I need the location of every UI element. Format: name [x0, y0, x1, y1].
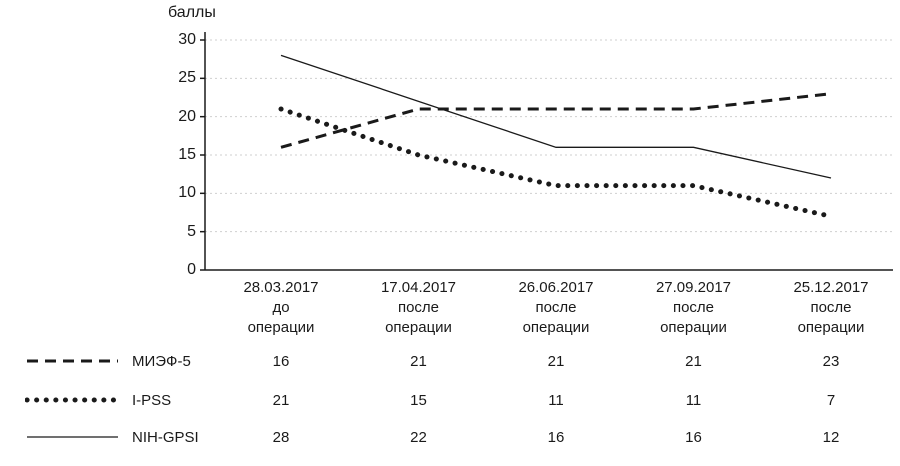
x-category-line: после	[535, 299, 577, 316]
x-category-line: 25.12.2017	[793, 279, 869, 296]
series-line-I-PSS	[278, 106, 834, 219]
y-axis-title: баллы	[168, 4, 216, 21]
x-category-line: 28.03.2017	[243, 279, 319, 296]
x-category-label: 26.06.2017 после операции	[488, 278, 624, 338]
y-tick-label: 15	[178, 146, 196, 163]
legend-row-NIH-GPSI: NIH-GPSI	[25, 428, 199, 446]
table-value-NIH-GPSI: 22	[410, 429, 427, 446]
y-tick-label: 0	[187, 261, 196, 278]
x-category-label: 25.12.2017 после операции	[763, 278, 899, 338]
x-category-line: до	[272, 299, 290, 316]
y-tick-label: 25	[178, 69, 196, 87]
y-tick-label: 30	[178, 31, 196, 48]
x-category-line: операции	[522, 319, 590, 336]
x-category-line: после	[672, 299, 715, 316]
legend-line-sample-solid-icon	[27, 436, 118, 438]
x-category-line: 26.06.2017	[518, 279, 594, 296]
y-tick-label: 10	[178, 184, 196, 202]
legend-row-I-PSS: I-PSS	[25, 391, 171, 409]
y-tick-label: 20	[178, 107, 196, 125]
x-category-line: операции	[660, 319, 727, 336]
x-category-line: операции	[385, 319, 452, 336]
table-value-МИЭФ-5: 21	[410, 353, 427, 370]
table-value-NIH-GPSI: 12	[822, 429, 840, 446]
table-value-NIH-GPSI: 16	[685, 429, 702, 446]
legend-label: I-PSS	[132, 391, 172, 409]
table-value-I-PSS: 11	[548, 392, 564, 409]
y-tick-label: 5	[187, 222, 196, 240]
x-category-line: операции	[247, 319, 315, 336]
x-category-label: 27.09.2017 после операции	[626, 278, 762, 338]
legend-line-sample-dotted-icon	[25, 397, 120, 403]
series-line-МИЭФ-5	[280, 92, 832, 149]
table-value-I-PSS: 21	[272, 392, 290, 409]
x-category-label: 17.04.2017 после операции	[351, 278, 487, 338]
table-value-МИЭФ-5: 21	[685, 353, 702, 370]
legend-row-МИЭФ-5: МИЭФ-5	[25, 352, 191, 370]
table-value-МИЭФ-5: 16	[272, 353, 290, 370]
legend-line-sample-dashed-icon	[27, 359, 118, 363]
x-category-label: 28.03.2017 до операции	[213, 278, 349, 338]
x-category-line: 27.09.2017	[655, 279, 732, 296]
table-value-NIH-GPSI: 16	[547, 429, 565, 446]
table-value-I-PSS: 11	[685, 392, 702, 409]
table-value-МИЭФ-5: 23	[822, 353, 840, 370]
legend-label: МИЭФ-5	[132, 352, 191, 370]
table-value-I-PSS: 15	[410, 392, 427, 409]
x-category-line: операции	[797, 319, 865, 336]
x-category-line: после	[810, 299, 852, 316]
table-value-МИЭФ-5: 21	[547, 353, 565, 370]
x-category-line: после	[397, 299, 440, 316]
series-line-NIH-GPSI	[280, 54, 832, 179]
x-category-line: 17.04.2017	[380, 279, 457, 296]
legend-label: NIH-GPSI	[132, 428, 199, 446]
table-value-I-PSS: 7	[826, 392, 836, 409]
table-value-NIH-GPSI: 28	[272, 429, 290, 446]
